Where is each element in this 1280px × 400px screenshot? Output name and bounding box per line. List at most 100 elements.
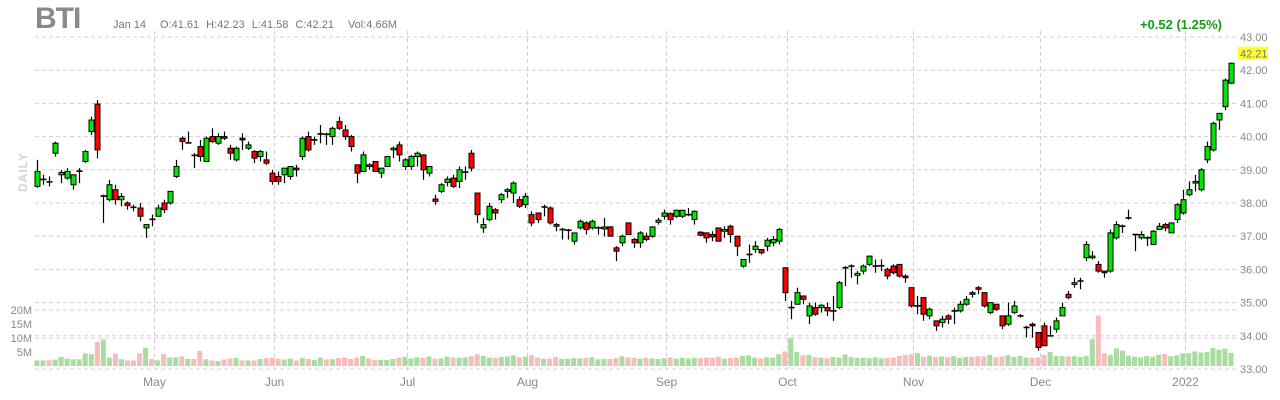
candle [64, 168, 71, 180]
candle-body [450, 177, 457, 187]
candle [197, 139, 204, 162]
volume-bar [661, 358, 667, 366]
volume-bar [703, 357, 709, 366]
candle [1053, 317, 1060, 333]
candle-body [661, 212, 668, 217]
candle [951, 307, 958, 325]
volume-bar [137, 353, 143, 366]
candle [655, 217, 662, 225]
candle [1144, 236, 1151, 247]
candle-body [854, 272, 861, 276]
candle-body [800, 295, 807, 300]
candle [601, 217, 608, 237]
candle-body [679, 209, 686, 217]
candle-body [88, 119, 95, 133]
candle [263, 151, 270, 165]
candle [824, 302, 831, 316]
candle [1005, 302, 1012, 326]
candle-body [945, 315, 952, 320]
candle-body [58, 171, 65, 176]
volume-bar [770, 357, 776, 366]
volume-bar [782, 351, 788, 366]
candle [908, 287, 915, 308]
ohlc-info: Jan 14 O:41.61 H:42.23 L:41.58 C:42.21 Vol:4.… [113, 19, 404, 31]
candle [112, 184, 119, 205]
candle-body [414, 152, 421, 158]
volume-bar [112, 353, 118, 366]
candle-body [709, 234, 716, 238]
volume-bar [685, 358, 691, 366]
volume-bar [480, 355, 486, 366]
candle [884, 267, 891, 280]
candle-body [432, 198, 439, 202]
candle-body [902, 275, 909, 279]
volume-bar [1125, 355, 1131, 366]
volume-bar [185, 359, 191, 366]
candle [1059, 302, 1066, 317]
price-tick-label: 39.00 [1240, 165, 1268, 177]
candle [902, 274, 909, 283]
candle-body [1095, 263, 1102, 272]
volume-bar [987, 355, 993, 366]
candle-body [64, 170, 71, 179]
candle [1047, 325, 1054, 337]
volume-bar [118, 359, 124, 366]
candle [945, 314, 952, 325]
candle-body [486, 205, 493, 221]
candle-body [697, 231, 704, 236]
volume-bar [1047, 352, 1053, 366]
candle-body [354, 164, 361, 174]
candle [595, 226, 602, 235]
candle [106, 179, 113, 202]
candle [504, 188, 511, 199]
candle [1011, 300, 1018, 315]
volume-bar [227, 358, 233, 366]
candle [498, 193, 505, 203]
candle-body [1041, 325, 1048, 347]
candle [577, 219, 584, 230]
candle [1035, 331, 1042, 351]
candle-body [818, 304, 825, 309]
candle [227, 144, 234, 160]
candle-body [812, 307, 819, 315]
candle-body [456, 169, 463, 182]
candle-body [1071, 282, 1078, 285]
volume-bar [1035, 357, 1041, 366]
candle-body [420, 154, 427, 171]
volume-bar [1174, 355, 1180, 366]
candle [631, 237, 638, 248]
volume-bar [764, 357, 770, 366]
candle [679, 209, 686, 218]
volume-bar [1059, 356, 1065, 366]
volume-bar [818, 357, 824, 366]
candle-body [203, 137, 210, 162]
candle [486, 203, 493, 222]
volume-bar [872, 357, 878, 366]
candle-body [631, 239, 638, 244]
candle [348, 134, 355, 152]
close-value: C:42.21 [295, 19, 334, 31]
volume-bar [58, 357, 64, 366]
candle [770, 236, 777, 247]
candle [402, 158, 409, 170]
volume-bar [100, 339, 106, 366]
candle [1077, 277, 1084, 290]
candle-body [143, 224, 150, 229]
candle [926, 307, 933, 320]
volume-bar [378, 359, 384, 366]
volume-bar [571, 358, 577, 366]
volume-bar [426, 356, 432, 366]
candle-body [673, 209, 680, 217]
candle [571, 232, 578, 245]
volume-bar [1113, 348, 1119, 366]
volume-bar [607, 359, 613, 366]
volume-bar [275, 358, 281, 366]
candle-body [643, 235, 650, 241]
candle [752, 241, 759, 253]
candle-body [794, 292, 801, 305]
volume-bar [890, 357, 896, 366]
candle-body [137, 207, 144, 217]
candle [818, 304, 825, 313]
candle [541, 204, 548, 217]
